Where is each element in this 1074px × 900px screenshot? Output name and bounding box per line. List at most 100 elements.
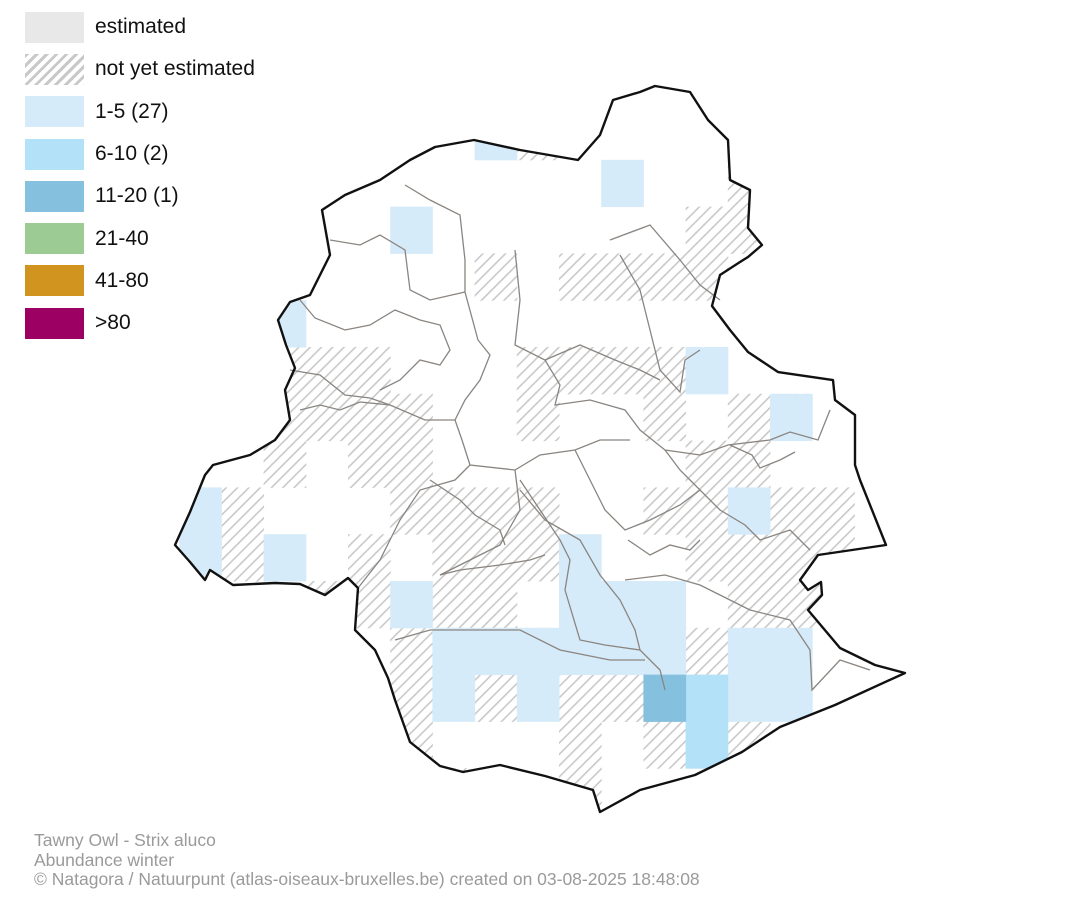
legend-swatch [25,223,84,255]
grid-cell [221,487,265,535]
grid-cell [516,627,560,676]
grid-cell [727,581,771,629]
grid-cell [601,253,644,301]
legend-label: 41-80 [95,268,149,292]
species-title: Tawny Owl - Strix aluco [34,830,216,850]
grid-cell [643,347,687,395]
grid-cell [390,581,433,629]
grid-cell [432,627,476,676]
grid-cell [770,627,813,676]
legend-label: 6-10 (2) [95,142,169,166]
grid-cell [685,627,729,676]
legend-swatch [25,11,84,43]
grid-cell [516,393,560,442]
legend-item-21-40: 21-40 [25,217,149,259]
grid-cell [643,393,687,442]
grid-cell [263,440,307,488]
grid-cell [643,627,687,676]
grid-cell [390,768,433,812]
grid-cell [685,440,729,488]
grid-cell [559,581,602,629]
grid-cell [770,768,813,812]
grid-cell [348,393,391,442]
grid-cell [474,113,518,161]
legend-item-not-yet-estimated: not yet estimated [25,48,255,90]
season-subtitle: Abundance winter [34,849,175,870]
grid-cell [559,768,602,812]
grid-cell [390,206,433,254]
grid-cell [348,440,391,488]
grid-cell [601,627,644,676]
grid-cell [263,347,307,395]
grid-cell [685,674,729,722]
grid-cell [474,534,518,582]
grid-cell [305,347,349,395]
grid-cell [770,674,813,722]
grid-cell [643,487,687,535]
grid-cell [770,534,813,582]
grid-cell [685,721,729,769]
grid-cell [812,534,855,582]
municipality-borders [289,184,871,692]
legend-item-41-80: 41-80 [25,260,149,302]
grid-cell [432,674,476,722]
grid-cell [559,534,602,582]
grid-cell [559,253,602,301]
grid-cell [559,721,602,769]
grid-cell [601,159,644,208]
grid-cell [474,627,518,676]
legend-swatch [25,180,84,212]
grid-cell [643,674,687,722]
legend-swatch [25,265,84,297]
grid-cell [643,253,687,301]
legend-label: 21-40 [95,226,149,250]
grid-cell [348,581,391,629]
grid-cell [474,253,518,301]
legend-item-over-80: >80 [25,302,131,344]
legend-swatch [25,96,84,128]
grid-cell [727,768,771,812]
grid-cell [432,581,476,629]
legend-swatch [25,307,84,339]
grid-cell [601,674,644,722]
grid-cell [516,347,560,395]
grid-cell [685,206,729,254]
grid-cell [305,393,349,442]
grid-cell [263,393,307,442]
grid-cell [727,440,771,488]
grid-cell [812,487,855,535]
grid-cell [516,674,560,722]
grid-cell [601,347,644,395]
grid-cell [474,581,518,629]
legend-swatch [25,138,84,170]
grid-cell [727,487,771,535]
grid-cell [770,487,813,535]
grid-cell [390,440,433,488]
legend-item-11-20: 11-20 (1) [25,175,179,217]
legend-label: estimated [95,15,187,39]
grid-cell [390,393,433,442]
grid-cell [175,487,180,535]
grid-cell [390,674,433,722]
legend-item-estimated: estimated [25,6,186,48]
legend-label: >80 [95,311,131,335]
region-outline [173,84,907,814]
legend-item-1-5: 1-5 (27) [25,91,169,133]
grid-cell [727,627,771,676]
legend-label: 11-20 (1) [95,184,179,208]
grid-cell [221,534,265,582]
grid-cell [643,581,687,629]
grid-cell [179,581,222,629]
grid-cell [390,721,433,769]
grid-cell [727,721,771,769]
grid-cell [685,253,729,301]
grid-cell [348,347,391,395]
grid-cell [685,534,729,582]
grid-cell [263,534,307,582]
grid-cell [432,487,476,535]
grid-cell [727,393,771,442]
legend-item-6-10: 6-10 (2) [25,133,169,175]
grid-cell [770,393,813,442]
legend: estimated not yet estimated 1-5 (27) 6-1… [25,6,255,344]
